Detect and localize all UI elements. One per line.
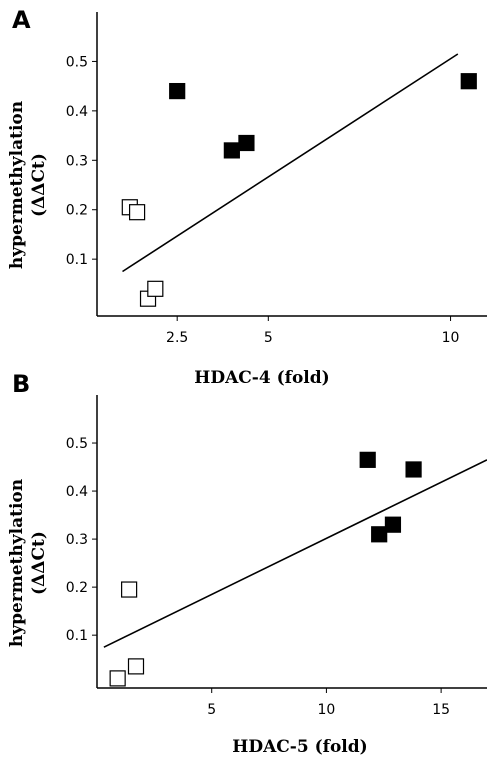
data-point-filled bbox=[223, 142, 240, 159]
panel-letter: A bbox=[12, 6, 31, 34]
x-tick-label: 5 bbox=[264, 330, 273, 346]
x-tick-label: 10 bbox=[317, 702, 335, 718]
data-point-open bbox=[128, 204, 146, 221]
y-axis-sublabel: (ΔΔCt) bbox=[29, 531, 49, 595]
y-axis-label: hypermethylation bbox=[7, 101, 27, 269]
data-point-open bbox=[109, 670, 126, 687]
y-axis-label: hypermethylation bbox=[7, 479, 27, 647]
y-axis-sublabel: (ΔΔCt) bbox=[29, 153, 49, 217]
y-tick-label: 0.3 bbox=[66, 532, 88, 548]
x-tick-label: 10 bbox=[442, 330, 460, 346]
trend-line bbox=[122, 53, 459, 273]
y-tick-label: 0.1 bbox=[66, 628, 88, 644]
panel-b: B 0.1 0.2 0.3 0.4 0.5 5 10 15 HDAC-5 (fold) hyperm… bbox=[7, 370, 487, 757]
x-tick-label: 5 bbox=[207, 702, 216, 718]
x-axis-label: HDAC-4 (fold) bbox=[194, 368, 329, 388]
trend-line bbox=[103, 459, 487, 648]
y-tick-label: 0.5 bbox=[66, 436, 88, 452]
panel-a: A 0.1 0.2 0.3 0.4 0.5 2.5 5 10 HDAC-4 (fold) hyper… bbox=[7, 6, 487, 388]
data-point-open bbox=[147, 280, 164, 297]
data-point-open bbox=[121, 581, 138, 598]
data-point-filled bbox=[359, 451, 376, 468]
y-tick-label: 0.5 bbox=[66, 54, 88, 70]
x-tick-label: 2.5 bbox=[166, 330, 188, 346]
x-tick-label: 15 bbox=[432, 702, 450, 718]
y-tick-label: 0.2 bbox=[66, 580, 88, 596]
y-tick-label: 0.4 bbox=[66, 104, 88, 120]
data-point-filled bbox=[460, 73, 477, 90]
y-tick-label: 0.2 bbox=[66, 203, 88, 219]
data-point-filled bbox=[405, 461, 422, 478]
data-point-open bbox=[127, 658, 145, 675]
data-point-filled bbox=[371, 526, 388, 543]
data-point-filled bbox=[238, 134, 255, 152]
data-point-filled bbox=[384, 516, 402, 533]
data-point-filled bbox=[169, 82, 186, 100]
x-axis-label: HDAC-5 (fold) bbox=[232, 737, 367, 757]
panel-letter: B bbox=[12, 370, 30, 398]
y-tick-label: 0.1 bbox=[66, 252, 88, 268]
y-tick-label: 0.4 bbox=[66, 484, 88, 500]
y-tick-label: 0.3 bbox=[66, 153, 88, 169]
